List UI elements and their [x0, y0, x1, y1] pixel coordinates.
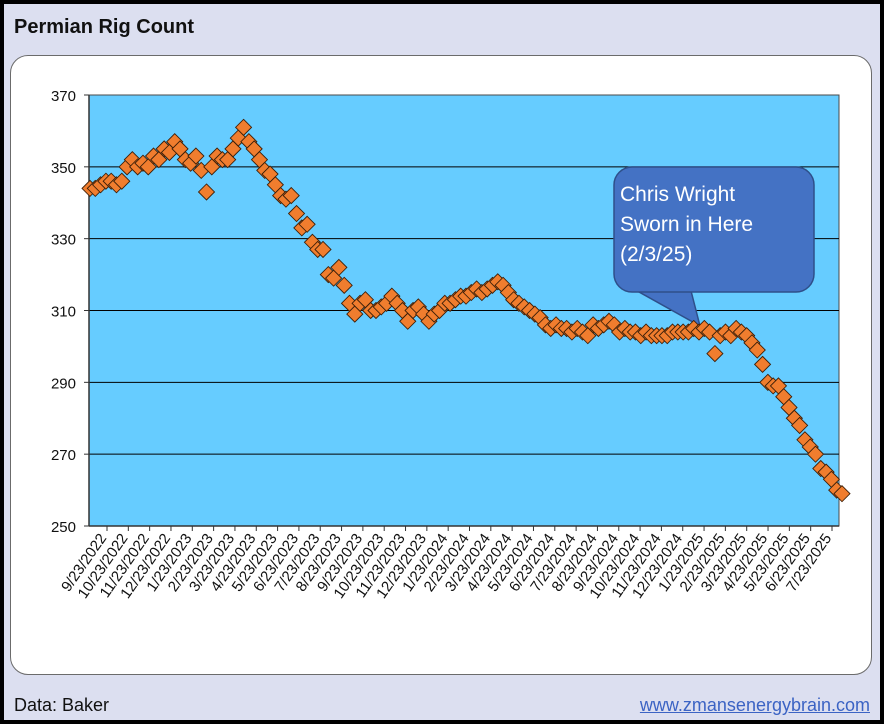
y-tick-label: 290 [51, 375, 76, 392]
data-point [282, 186, 300, 205]
data-point [287, 204, 306, 223]
data-point [706, 344, 724, 363]
chart-title: Permian Rig Count [14, 16, 195, 38]
annotation-line: Chris Wright [620, 183, 736, 206]
y-tick-label: 350 [51, 160, 76, 177]
data-point [833, 485, 851, 503]
annotation-line: (2/3/25) [620, 243, 693, 266]
data-point [113, 172, 131, 190]
data-point [330, 258, 348, 277]
annotation-text: Chris Wright Sworn in Here (2/3/25) [620, 180, 810, 270]
data-point [197, 183, 216, 201]
data-point [806, 445, 825, 463]
y-tick-label: 250 [51, 519, 76, 536]
y-tick-label: 270 [51, 447, 76, 464]
annotation-bubble [613, 166, 815, 293]
data-point [700, 323, 719, 341]
annotation-line: Sworn in Here [620, 213, 754, 236]
website-link[interactable]: www.zmansenergybrain.com [639, 695, 870, 715]
data-point [748, 341, 766, 359]
data-point [187, 147, 205, 165]
data-source-label: Data: Baker [14, 695, 110, 715]
data-point [234, 118, 253, 136]
data-point [753, 355, 772, 374]
data-point [335, 276, 353, 294]
y-tick-label: 310 [51, 304, 76, 321]
annotation-seam [634, 285, 688, 291]
data-point [314, 240, 332, 259]
y-tick-label: 330 [51, 232, 76, 249]
data-point [298, 215, 316, 233]
data-point [790, 416, 809, 435]
y-tick-label: 370 [51, 88, 76, 105]
